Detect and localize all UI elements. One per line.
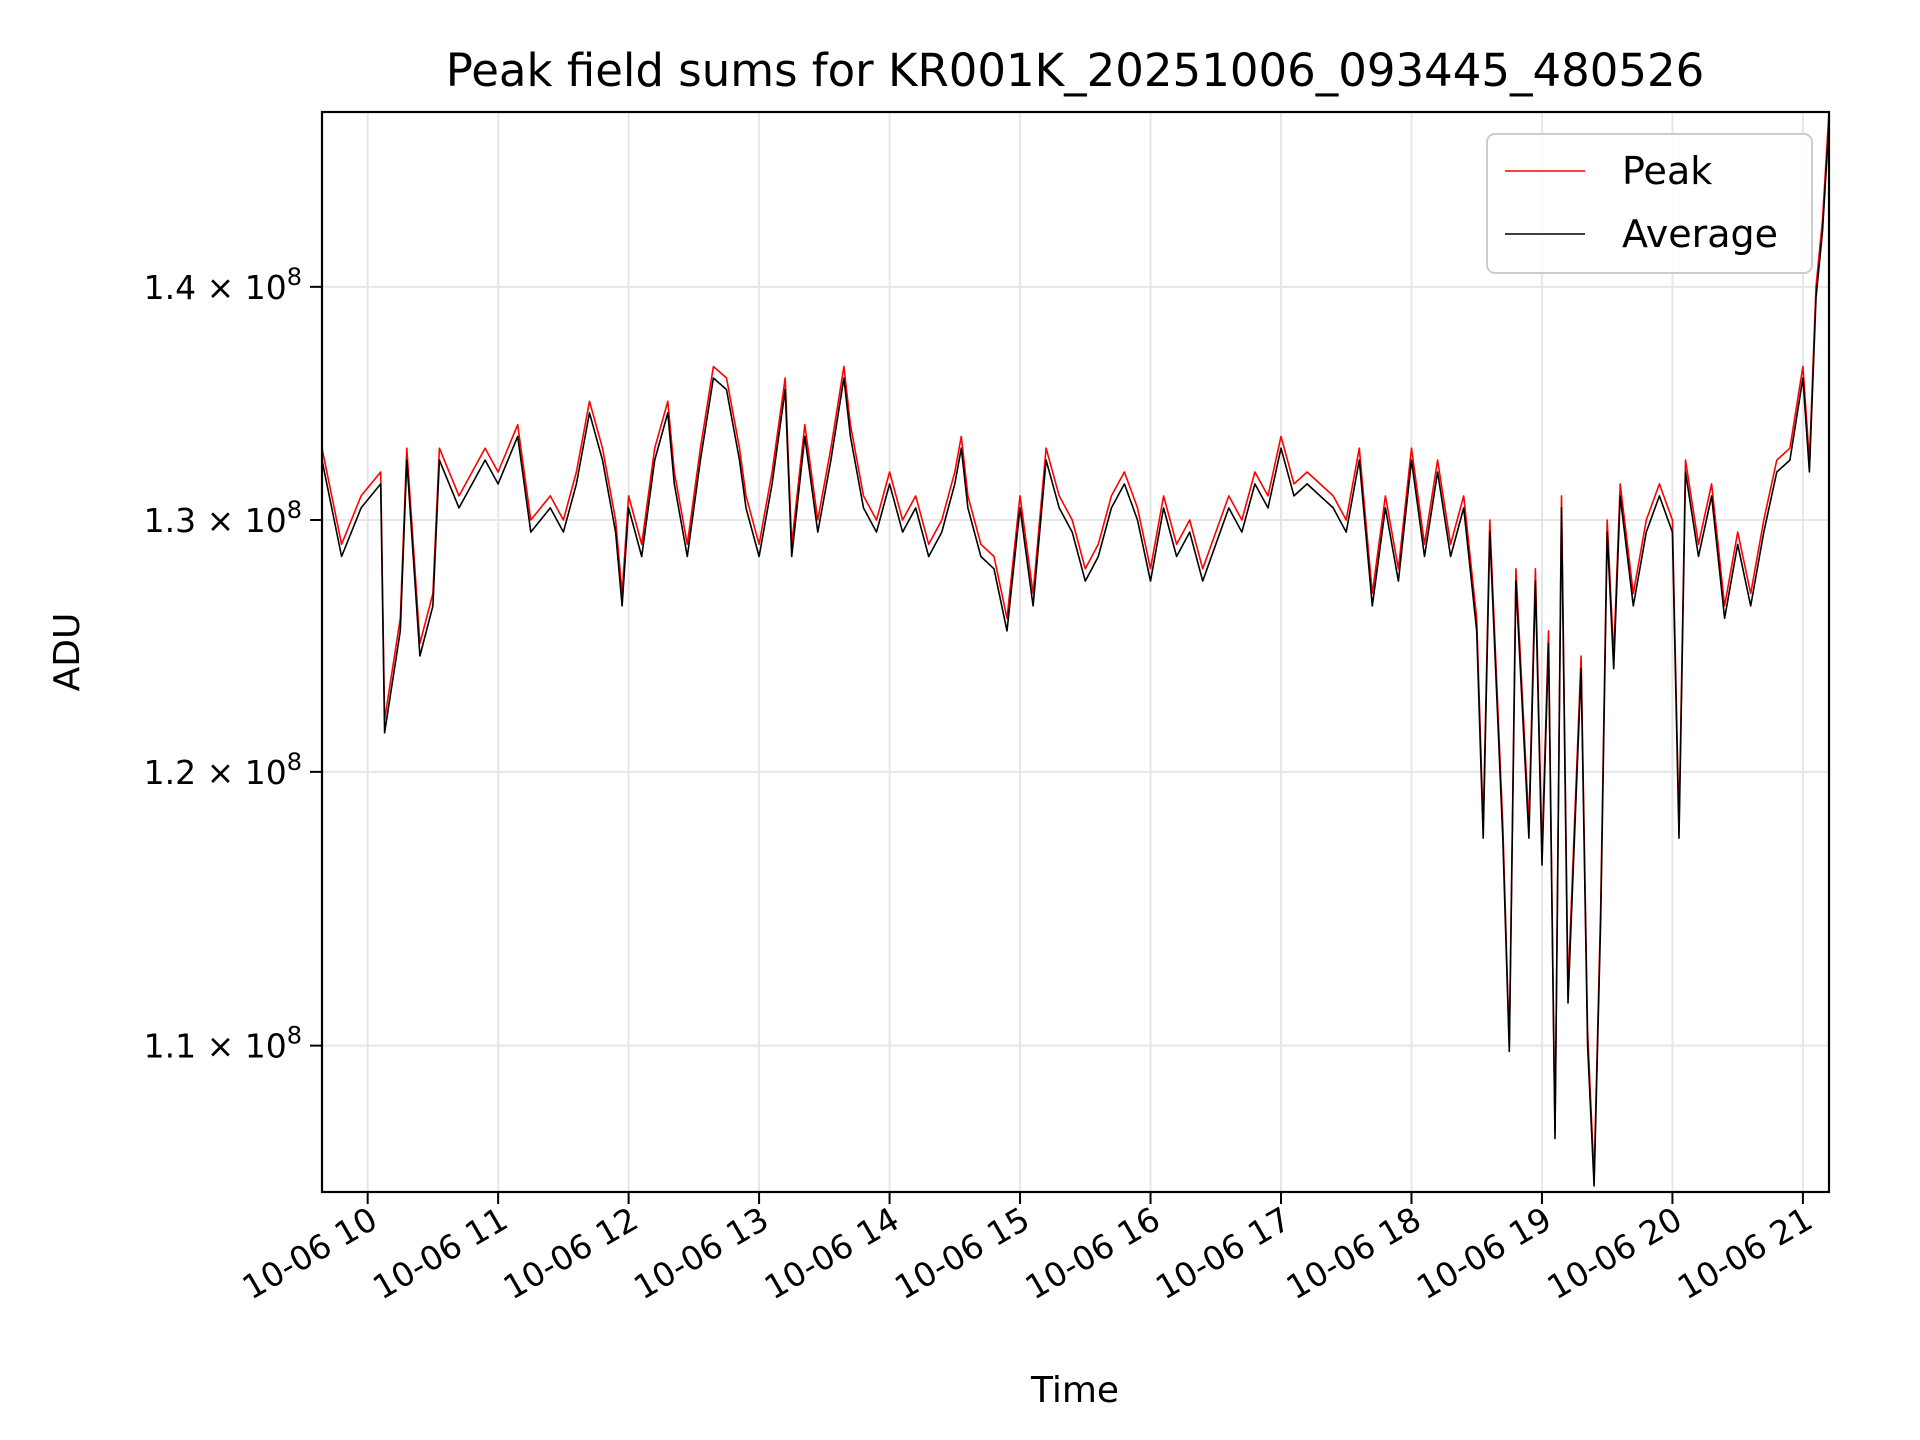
y-tick-times: × bbox=[196, 501, 245, 540]
legend-label-peak: Peak bbox=[1622, 149, 1712, 193]
y-tick-exponent: 8 bbox=[287, 748, 302, 776]
legend-label-average: Average bbox=[1622, 212, 1778, 256]
y-tick-times: × bbox=[196, 1027, 245, 1066]
y-tick-times: × bbox=[196, 753, 245, 792]
legend: Peak Average bbox=[1486, 133, 1813, 274]
x-axis-label: Time bbox=[1030, 1370, 1119, 1411]
y-tick-exponent: 8 bbox=[287, 1022, 302, 1050]
y-tick-mantissa: 1.3 bbox=[144, 501, 196, 540]
chart-title: Peak field sums for KR001K_20251006_0934… bbox=[446, 44, 1705, 97]
series-layer bbox=[322, 112, 1829, 1187]
y-tick-base: 10 bbox=[245, 501, 287, 540]
y-tick-label: 1.2 × 108 bbox=[144, 748, 302, 792]
y-tick-mantissa: 1.4 bbox=[144, 268, 196, 307]
y-tick-mantissa: 1.2 bbox=[144, 753, 196, 792]
legend-box bbox=[1486, 133, 1813, 274]
y-tick-base: 10 bbox=[245, 1027, 287, 1066]
y-tick-label: 1.4 × 108 bbox=[144, 263, 302, 307]
series-line-average bbox=[322, 122, 1829, 1187]
y-tick-exponent: 8 bbox=[287, 496, 302, 524]
y-tick-mantissa: 1.1 bbox=[144, 1027, 196, 1066]
y-tick-times: × bbox=[196, 268, 245, 307]
plot-frame bbox=[320, 110, 1831, 1194]
y-tick-label: 1.3 × 108 bbox=[144, 496, 302, 540]
grid bbox=[322, 112, 1829, 1192]
y-axis-label: ADU bbox=[47, 613, 88, 692]
y-tick-label: 1.1 × 108 bbox=[144, 1022, 302, 1066]
y-tick-base: 10 bbox=[245, 753, 287, 792]
y-tick-base: 10 bbox=[245, 268, 287, 307]
y-tick-exponent: 8 bbox=[287, 263, 302, 291]
